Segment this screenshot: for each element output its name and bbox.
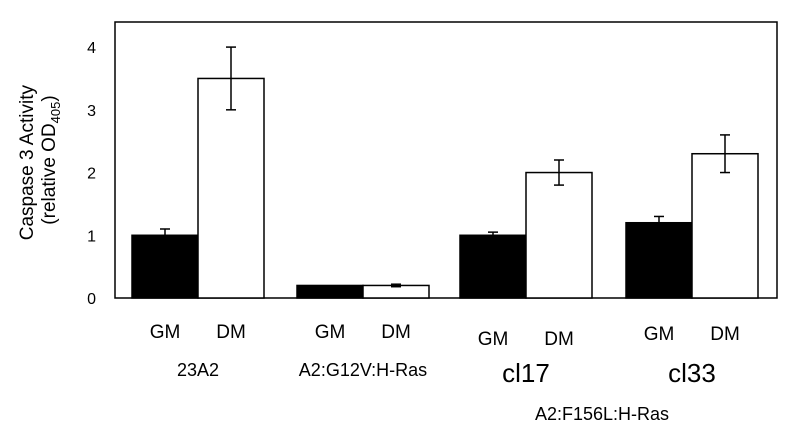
- category-label: GM: [315, 322, 346, 343]
- bar-cl33-GM: [625, 221, 693, 299]
- group-label: cl33: [668, 358, 716, 388]
- y-tick-label: 2: [87, 166, 96, 183]
- bar-23A2-DM: [197, 77, 265, 299]
- y-axis-label-line1: Caspase 3 Activity: [17, 85, 38, 241]
- category-label: DM: [544, 329, 574, 350]
- y-tick-label: 1: [87, 228, 96, 245]
- category-label: DM: [710, 324, 740, 345]
- bar-series: [131, 46, 759, 299]
- x-axis-labels: GM DM 23A2 GM DM A2:G12V:H-Ras GM DM cl17 GM DM cl3…: [150, 322, 740, 388]
- y-axis-label-close: ): [39, 95, 60, 101]
- category-label: GM: [150, 322, 181, 343]
- category-label: DM: [216, 322, 246, 343]
- y-axis-label-subscript: 405: [48, 102, 63, 124]
- y-axis-label-line2: (relative OD: [39, 123, 60, 224]
- category-label: GM: [478, 329, 509, 350]
- y-axis-label: Caspase 3 Activity (relative OD405): [17, 80, 63, 241]
- group-label: 23A2: [177, 360, 219, 380]
- y-tick-label: 0: [87, 291, 96, 308]
- bar-cl17-GM: [459, 234, 527, 299]
- bar-A2:G12V:H-Ras-GM: [296, 284, 364, 299]
- y-tick-label: 4: [87, 40, 96, 57]
- y-axis-ticks: 0 1 2 3 4: [87, 40, 96, 308]
- bracket-label: A2:F156L:H-Ras: [535, 404, 669, 424]
- plot-frame: [114, 21, 778, 299]
- category-label: GM: [644, 324, 675, 345]
- group-label: cl17: [502, 358, 550, 388]
- bar-cl17-DM: [525, 171, 593, 299]
- category-label: DM: [381, 322, 411, 343]
- y-tick-label: 3: [87, 103, 96, 120]
- group-label: A2:G12V:H-Ras: [299, 360, 427, 380]
- bar-cl33-DM: [691, 152, 759, 299]
- bar-23A2-GM: [131, 234, 199, 299]
